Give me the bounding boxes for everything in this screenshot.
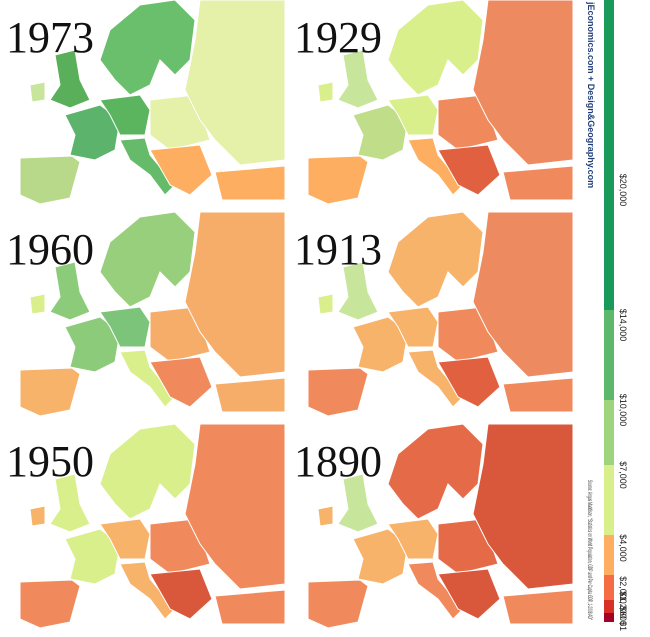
country-region	[407, 137, 464, 196]
country-region	[149, 568, 213, 620]
country-region	[29, 81, 46, 103]
country-region	[214, 589, 286, 625]
country-region	[184, 423, 286, 590]
country-region	[149, 356, 213, 408]
map-panel: 1973	[0, 0, 286, 210]
country-region	[407, 349, 464, 408]
country-region	[387, 211, 484, 308]
country-region	[437, 568, 501, 620]
legend-swatch	[604, 310, 614, 400]
country-region	[352, 104, 409, 161]
map-panel: 1890	[288, 423, 574, 634]
year-label: 1913	[294, 225, 382, 274]
legend-tick-label: $600	[618, 606, 628, 626]
country-region	[99, 306, 151, 348]
country-region	[337, 473, 379, 533]
country-region	[387, 423, 484, 520]
country-region	[99, 211, 196, 308]
map-panel: 1929	[288, 0, 574, 210]
country-region	[184, 0, 286, 166]
country-region	[472, 0, 574, 166]
legend-swatch	[604, 0, 614, 310]
country-region	[99, 518, 151, 560]
country-region	[19, 579, 81, 629]
map-panel: 1913	[288, 211, 574, 422]
legend-swatch	[604, 575, 614, 600]
country-region	[502, 589, 574, 625]
country-region	[149, 144, 213, 196]
country-region	[387, 306, 439, 348]
country-region	[502, 377, 574, 413]
country-region	[99, 423, 196, 520]
country-region	[307, 367, 369, 417]
legend-tick-label: $2,000	[618, 576, 628, 604]
country-region	[387, 518, 439, 560]
country-region	[99, 0, 196, 96]
country-region	[214, 377, 286, 413]
country-region	[49, 49, 91, 109]
country-region	[119, 349, 176, 408]
country-region	[119, 137, 176, 196]
legend-tick-label: $1	[618, 621, 628, 631]
country-region	[307, 155, 369, 205]
legend-swatch	[604, 600, 614, 613]
country-region	[307, 579, 369, 629]
year-label: 1950	[6, 437, 94, 486]
country-region	[317, 505, 334, 527]
country-region	[19, 367, 81, 417]
country-region	[19, 155, 81, 205]
country-region	[407, 561, 464, 620]
country-region	[119, 561, 176, 620]
country-region	[184, 211, 286, 378]
country-region	[352, 528, 409, 585]
legend-swatch	[604, 400, 614, 465]
legend-tick-label: $10,000	[618, 394, 628, 427]
legend-swatch	[604, 465, 614, 535]
country-region	[29, 505, 46, 527]
country-region	[502, 165, 574, 201]
country-region	[317, 81, 334, 103]
year-label: 1960	[6, 225, 94, 274]
country-region	[214, 165, 286, 201]
legend-swatch	[604, 613, 614, 622]
country-region	[317, 293, 334, 315]
legend-tick-label: $7,000	[618, 461, 628, 489]
country-region	[64, 528, 121, 585]
legend-tick-label: $4,000	[618, 534, 628, 562]
country-region	[337, 49, 379, 109]
legend-tick-label: $1,200	[618, 591, 628, 619]
legend-tick-label: $14,000	[618, 309, 628, 342]
country-region	[437, 144, 501, 196]
source: Source: Angus Maddison, "Statistics on W…	[586, 480, 593, 620]
country-region	[99, 94, 151, 136]
country-region	[29, 293, 46, 315]
country-region	[472, 211, 574, 378]
country-region	[64, 316, 121, 373]
country-region	[49, 473, 91, 533]
country-region	[472, 423, 574, 590]
map-panel: 1960	[0, 211, 286, 422]
country-region	[437, 356, 501, 408]
year-label: 1929	[294, 13, 382, 62]
country-region	[49, 261, 91, 321]
country-region	[387, 94, 439, 136]
country-region	[387, 0, 484, 96]
legend-swatch	[604, 535, 614, 575]
legend-tick-label: $20,000	[618, 174, 628, 207]
country-region	[337, 261, 379, 321]
map-panel: 1950	[0, 423, 286, 634]
country-region	[352, 316, 409, 373]
year-label: 1890	[294, 437, 382, 486]
year-label: 1973	[6, 13, 94, 62]
credit: jEconomics.com + Design&Geography.com	[586, 1, 596, 188]
country-region	[64, 104, 121, 161]
